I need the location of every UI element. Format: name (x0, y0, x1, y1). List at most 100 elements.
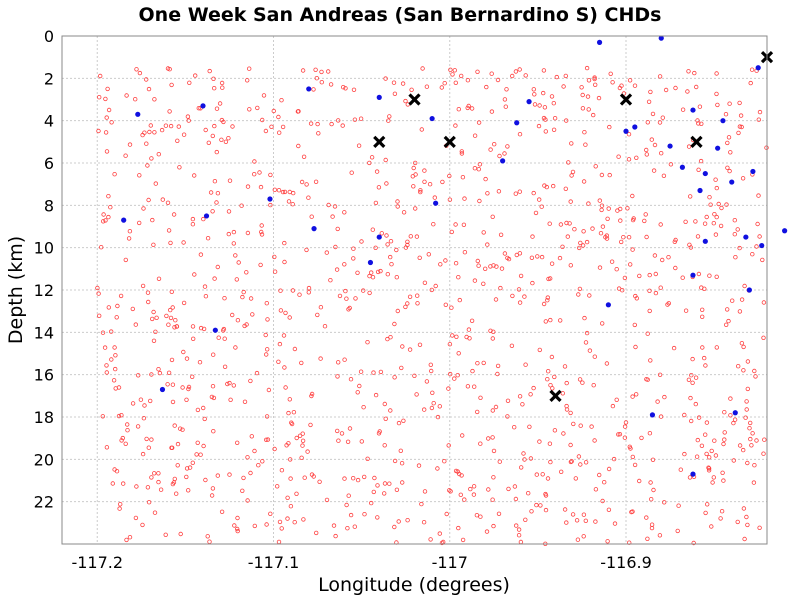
background-point (459, 151, 465, 156)
background-point (414, 234, 420, 239)
background-point (437, 531, 442, 536)
background-point (683, 308, 689, 313)
background-point (568, 442, 573, 448)
background-point (291, 410, 297, 415)
background-point (181, 300, 187, 306)
background-point (435, 466, 440, 471)
background-point (264, 437, 269, 442)
background-point (450, 72, 455, 77)
background-point (587, 348, 593, 353)
background-point (486, 436, 491, 441)
background-point (403, 304, 408, 310)
background-point (245, 184, 251, 189)
background-point (558, 318, 563, 323)
background-point (448, 489, 453, 494)
background-point (644, 234, 649, 240)
background-point (191, 173, 197, 178)
background-point (112, 345, 117, 350)
background-point (181, 132, 187, 137)
background-point (430, 390, 435, 395)
background-point (147, 398, 153, 404)
background-point (453, 80, 458, 85)
background-point (634, 392, 639, 397)
background-point (492, 141, 497, 147)
background-point (490, 336, 495, 341)
background-point (133, 322, 138, 327)
background-point (247, 107, 252, 112)
background-point (96, 128, 101, 134)
background-point (632, 462, 638, 468)
background-point (447, 173, 452, 179)
background-point (699, 121, 704, 126)
background-point (233, 345, 238, 350)
background-point (630, 509, 635, 514)
background-point (561, 84, 566, 89)
background-point (322, 324, 328, 329)
y-tick-label: 2 (44, 69, 54, 88)
background-point (123, 441, 128, 446)
background-point (657, 120, 663, 125)
background-point (699, 443, 705, 448)
background-point (186, 386, 191, 392)
background-point (113, 353, 118, 358)
background-point (294, 435, 299, 441)
background-point (239, 203, 244, 208)
background-point (124, 537, 129, 543)
background-point (570, 169, 576, 175)
background-point (626, 234, 632, 240)
background-point (513, 496, 519, 502)
background-point (713, 232, 719, 237)
background-point (104, 115, 109, 120)
background-point (516, 287, 522, 292)
background-point (606, 507, 612, 512)
background-point (202, 284, 208, 289)
background-point (244, 78, 250, 83)
background-point (523, 517, 528, 522)
background-point (383, 416, 388, 421)
background-point (345, 439, 351, 444)
y-axis-ticks: 0 2 4 6 8 10 12 14 16 18 20 22 (34, 27, 54, 512)
background-point (373, 245, 378, 250)
background-point (203, 477, 208, 483)
background-point (201, 326, 207, 332)
background-point (168, 315, 174, 321)
background-point (661, 173, 667, 178)
background-point (419, 127, 424, 132)
background-point (753, 374, 758, 379)
background-point (502, 151, 507, 156)
background-point (657, 372, 663, 377)
background-point (599, 172, 605, 178)
background-point (184, 474, 189, 480)
background-point (464, 334, 469, 340)
background-point (219, 137, 224, 142)
background-point (509, 343, 515, 348)
background-point (234, 526, 240, 532)
background-point (124, 93, 129, 98)
background-point (713, 453, 719, 458)
background-point (294, 491, 299, 496)
background-point (103, 218, 108, 223)
background-point (151, 338, 157, 343)
y-tick-label: 6 (44, 154, 54, 173)
background-point (346, 307, 351, 312)
background-point (332, 204, 338, 209)
background-point (565, 234, 570, 239)
background-point (264, 522, 269, 527)
background-point (156, 151, 161, 157)
blue-point (605, 302, 611, 308)
background-point (207, 68, 212, 74)
background-point (644, 147, 649, 153)
background-point (662, 500, 667, 505)
background-point (650, 111, 656, 117)
background-point (447, 342, 453, 347)
background-point (421, 520, 427, 525)
background-point (625, 206, 630, 211)
background-point (214, 149, 219, 155)
blue-point (782, 228, 788, 234)
background-point (449, 229, 454, 235)
background-point (130, 401, 136, 406)
background-point (391, 80, 397, 85)
background-point (137, 173, 142, 178)
background-point (663, 87, 669, 93)
background-point (422, 168, 427, 173)
